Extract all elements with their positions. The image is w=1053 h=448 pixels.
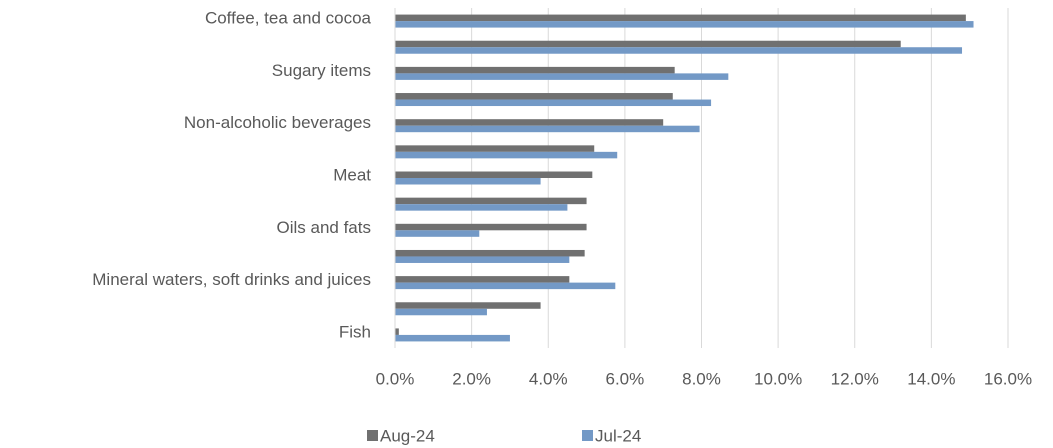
y-tick-label: Mineral waters, soft drinks and juices [92,270,371,289]
bar [395,99,712,107]
y-tick-label: Fish [339,322,371,341]
bar [395,73,729,80]
bar [395,276,570,283]
legend-swatch [367,430,378,441]
bar [395,308,487,316]
y-tick-label: Non-alcoholic beverages [184,113,371,132]
bar [395,178,541,185]
bar [395,40,901,48]
bar [395,328,399,335]
bar [395,145,595,152]
y-tick-label: Coffee, tea and cocoa [205,9,372,28]
bar [395,302,541,309]
bar [395,204,568,211]
bar [395,47,963,54]
bar [395,66,675,74]
x-tick-label: 8.0% [682,369,721,388]
bar [395,171,593,178]
x-tick-label: 6.0% [606,369,645,388]
x-tick-label: 4.0% [529,369,568,388]
x-tick-label: 14.0% [907,369,955,388]
bar [395,334,510,342]
bar [395,223,587,231]
legend-label: Jul-24 [595,426,641,445]
y-tick-label: Meat [333,165,371,184]
legend-swatch [582,430,593,441]
bar [395,151,618,159]
x-tick-label: 16.0% [984,369,1032,388]
bar [395,197,587,205]
bar [395,282,616,290]
y-tick-label: Oils and fats [277,218,372,237]
bar [395,93,673,100]
x-tick-label: 2.0% [452,369,491,388]
legend-label: Aug-24 [380,426,435,445]
y-tick-label: Sugary items [272,61,371,80]
x-tick-label: 0.0% [376,369,415,388]
x-tick-label: 12.0% [831,369,879,388]
x-tick-label: 10.0% [754,369,802,388]
bar [395,21,974,28]
bar [395,249,585,257]
bar [395,230,480,237]
bar [395,125,700,133]
bar [395,256,570,263]
bar [395,14,966,22]
bar [395,119,664,126]
